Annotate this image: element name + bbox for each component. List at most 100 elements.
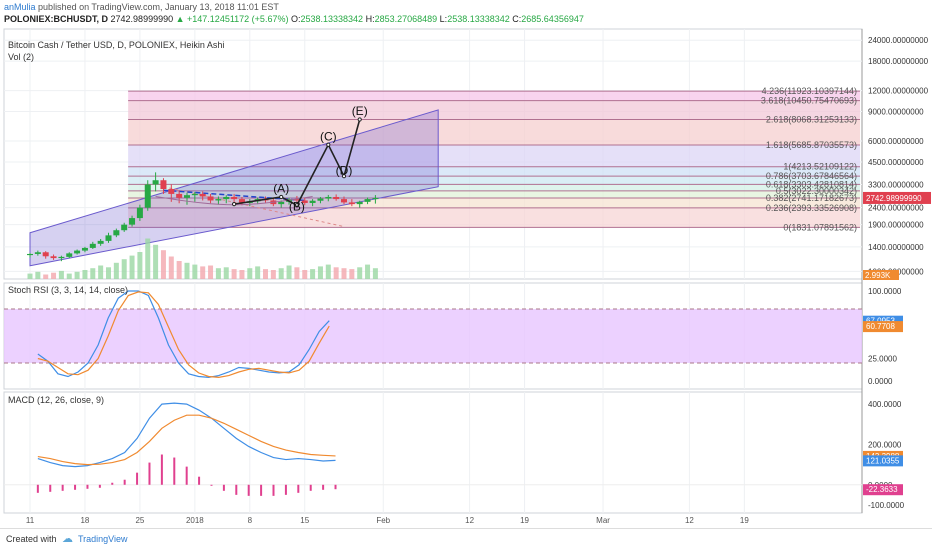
downtrend-line [163,186,345,228]
volume-bar [121,259,127,279]
wave-label: (E) [352,104,368,118]
price-tick-label: 18000.00000000 [868,57,929,66]
volume-bar [192,264,198,279]
volume-bar [223,267,229,279]
volume-bar [35,271,41,279]
macd-hist-tag-label: -22.3633 [866,485,898,494]
current-price: 2742.98999990 [110,14,174,24]
volume-bar [82,270,88,279]
candle-body [231,196,238,200]
price-tick-label: 9000.00000000 [868,108,924,117]
price-tick-label: 12000.00000000 [868,87,929,96]
stoch-d-line [37,291,330,379]
volume-bar [286,265,292,279]
candle-body [152,180,159,185]
fib-band [128,190,860,199]
x-axis-label: 19 [520,516,529,525]
wave-point [294,203,299,208]
macd-histogram-bar [123,479,126,485]
candle-body [372,197,379,200]
macd-tick-label: 400.0000 [868,400,902,409]
macd-histogram-bar [222,484,225,491]
volume-bar [333,267,339,279]
volume-bar [278,268,284,279]
candle-body [121,224,128,231]
price-tick-label: 4500.00000000 [868,158,924,167]
fib-level-label: 0(1831.07891562) [783,222,857,232]
x-axis-label: 11 [26,516,35,525]
chart-canvas[interactable]: 4.236(11923.10397144)3.618(10450.7547069… [0,0,932,528]
volume-bar [357,267,363,279]
macd-histogram-bar [198,476,201,485]
macd-value-tag-label: 121.0355 [866,456,900,465]
volume-bar [137,252,143,279]
volume-bar [247,268,253,279]
volume-bar [74,271,80,279]
candle-body [317,198,324,201]
price-tick-label: 3300.00000000 [868,181,924,190]
high-value: 2853.27068489 [374,14,438,24]
candle-body [168,189,175,194]
candle-body [129,218,136,225]
price-tick-label: 1400.00000000 [868,243,924,252]
volume-bar [90,268,96,279]
macd-histogram-bar [334,484,337,490]
tradingview-brand[interactable]: TradingView [78,534,128,544]
volume-bar [255,266,261,279]
volume-bar [98,265,104,279]
x-axis-label: 18 [80,516,89,525]
stoch-d-tag-label: 60.7708 [866,322,895,331]
x-axis-label: 25 [135,516,144,525]
candle-body [293,199,300,201]
fib-band [128,91,860,101]
volume-bar [160,250,166,279]
fib-band [128,176,860,185]
candle-body [301,200,308,203]
volume-bar [325,264,331,279]
candle-body [309,200,316,203]
wave-point [341,174,347,179]
candle-body [325,196,332,199]
candle-body [207,196,214,201]
volume-bar [372,268,378,279]
macd-histogram-bar [111,482,114,485]
candle-body [278,201,285,205]
volume-bar [153,244,159,279]
high-label: H: [365,14,375,24]
fib-band [128,198,860,208]
macd-histogram-bar [210,484,213,486]
wave-point [326,142,331,147]
x-axis-label: 8 [248,516,253,525]
candle-body [184,195,190,198]
price-tick-label: 24000.00000000 [868,36,929,45]
candle-body [364,199,371,202]
volume-bar [58,270,64,279]
volume-bar [145,238,151,279]
volume-bar [365,264,371,279]
close-value: 2685.64356947 [521,14,584,24]
fib-band [128,184,860,191]
fib-band [128,119,860,145]
candle-body [333,196,340,200]
wave-point [357,117,362,122]
author-link[interactable]: anMulia [4,2,36,12]
volume-label: Vol (2) [8,52,35,62]
wave-point [232,202,237,207]
macd-hist-tag [863,484,903,496]
fib-level-label: 0.786(3703.67846564) [766,171,857,181]
candle-body [356,201,363,205]
candle-body [113,230,120,236]
volume-bar [129,255,135,279]
x-axis-label: 19 [740,516,749,525]
fib-level-label: 2.618(8068.31253133) [766,114,857,124]
volume-bar [231,269,237,279]
stoch-rsi-title: Stoch RSI (3, 3, 14, 14, close) [8,285,129,295]
volume-bar [66,273,72,279]
x-axis-label: Mar [596,516,610,525]
candle-body [74,250,81,254]
main-pane-title: Bitcoin Cash / Tether USD, D, POLONIEX, … [8,40,225,50]
x-axis-label: 15 [300,516,309,525]
candle-body [176,193,183,198]
candle-body [66,253,73,257]
wave-label: (A) [273,182,289,196]
